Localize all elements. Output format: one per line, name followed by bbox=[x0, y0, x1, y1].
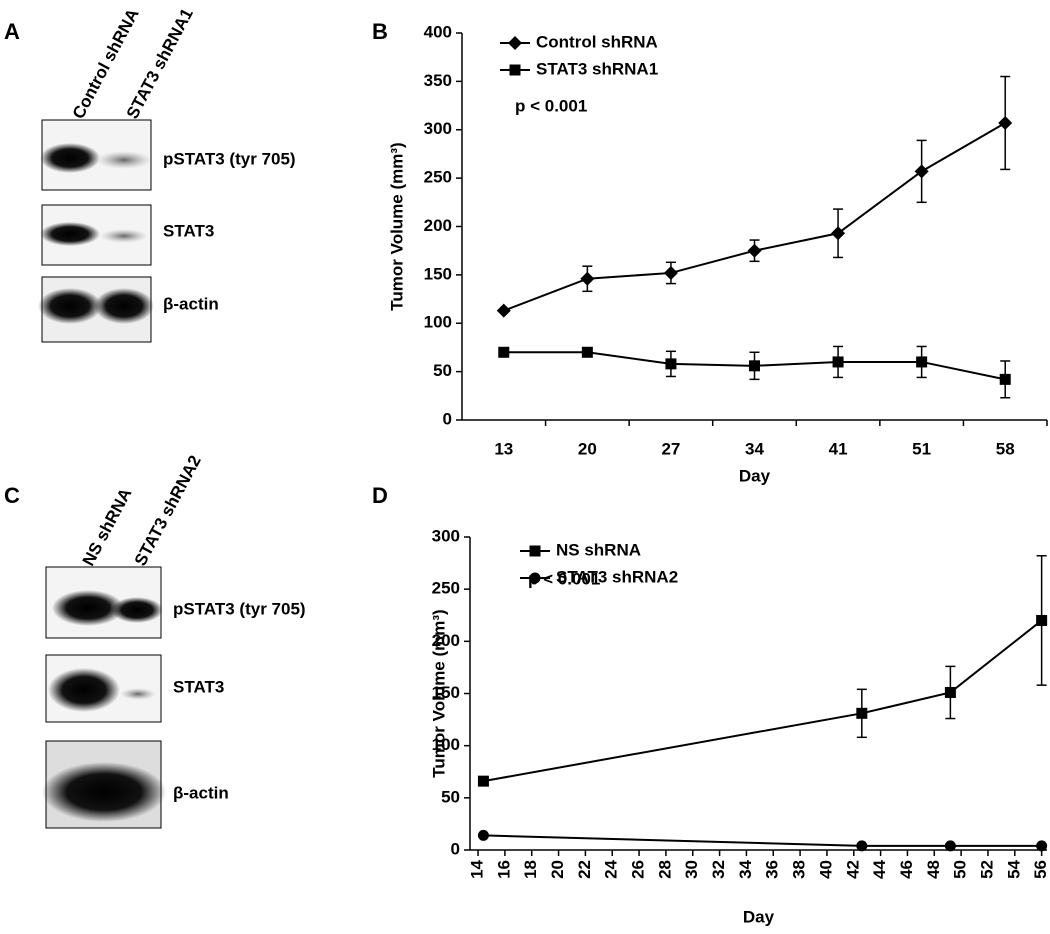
x-tick-label: 36 bbox=[763, 860, 782, 879]
panel-label: D bbox=[372, 483, 388, 508]
x-tick-label: 56 bbox=[1031, 860, 1050, 879]
marker bbox=[914, 164, 929, 179]
marker bbox=[581, 346, 593, 358]
marker bbox=[856, 840, 868, 852]
x-tick-label: 20 bbox=[548, 860, 567, 879]
x-tick-label: 51 bbox=[912, 439, 931, 458]
marker bbox=[832, 356, 844, 368]
marker bbox=[477, 775, 489, 787]
legend-label: STAT3 shRNA1 bbox=[536, 59, 658, 78]
band-label: STAT3 bbox=[163, 221, 214, 240]
marker bbox=[508, 36, 522, 50]
x-tick-label: 52 bbox=[977, 860, 996, 879]
y-tick-label: 0 bbox=[443, 409, 452, 428]
marker bbox=[831, 226, 846, 241]
x-tick-label: 18 bbox=[521, 860, 540, 879]
x-tick-label: 58 bbox=[996, 439, 1015, 458]
x-tick-label: 40 bbox=[816, 860, 835, 879]
y-tick-label: 250 bbox=[432, 579, 460, 598]
x-tick-label: 50 bbox=[951, 860, 970, 879]
marker bbox=[496, 303, 511, 318]
x-tick-label: 38 bbox=[790, 860, 809, 879]
marker bbox=[1036, 614, 1048, 626]
marker bbox=[749, 360, 760, 372]
y-tick-label: 200 bbox=[432, 631, 460, 650]
marker bbox=[663, 265, 678, 280]
marker bbox=[747, 243, 762, 258]
marker bbox=[498, 346, 510, 358]
y-tick-label: 100 bbox=[424, 313, 452, 332]
x-tick-label: 48 bbox=[924, 860, 943, 879]
band-label: pSTAT3 (tyr 705) bbox=[173, 599, 306, 618]
marker bbox=[580, 271, 595, 286]
y-tick-label: 0 bbox=[451, 839, 460, 858]
marker bbox=[998, 115, 1013, 130]
marker bbox=[944, 840, 956, 852]
x-tick-label: 24 bbox=[602, 859, 621, 878]
y-axis-label: Tumor Volume (mm³) bbox=[387, 142, 406, 310]
panel-label: A bbox=[4, 19, 20, 44]
x-tick-label: 13 bbox=[494, 439, 513, 458]
marker bbox=[1036, 840, 1048, 852]
marker bbox=[477, 829, 489, 841]
x-tick-label: 16 bbox=[494, 860, 513, 879]
annotation: p < 0.001 bbox=[528, 569, 600, 588]
band-label: pSTAT3 (tyr 705) bbox=[163, 149, 296, 168]
x-tick-label: 14 bbox=[468, 859, 487, 878]
legend-label: Control shRNA bbox=[536, 32, 658, 51]
y-tick-label: 400 bbox=[424, 22, 452, 41]
legend-label: STAT3 shRNA2 bbox=[556, 567, 678, 586]
blot bbox=[38, 119, 154, 343]
panel-label: B bbox=[372, 19, 388, 44]
marker bbox=[529, 545, 541, 557]
x-tick-label: 44 bbox=[870, 859, 889, 878]
y-axis-label: Tumor Volume (mm³) bbox=[429, 609, 448, 777]
marker bbox=[944, 686, 956, 698]
y-tick-label: 200 bbox=[424, 216, 452, 235]
x-tick-label: 26 bbox=[629, 860, 648, 879]
y-tick-label: 50 bbox=[433, 361, 452, 380]
series-line bbox=[483, 834, 1042, 847]
series-line bbox=[483, 619, 1043, 783]
y-tick-label: 150 bbox=[432, 683, 460, 702]
marker bbox=[916, 356, 928, 368]
y-tick-label: 50 bbox=[441, 787, 460, 806]
annotation: p < 0.001 bbox=[515, 96, 587, 115]
marker bbox=[999, 373, 1011, 385]
y-tick-label: 300 bbox=[424, 119, 452, 138]
blot bbox=[42, 566, 166, 829]
series-line bbox=[503, 122, 1006, 312]
lane-label: STAT3 shRNA2 bbox=[131, 452, 205, 569]
x-axis-label: Day bbox=[739, 466, 771, 485]
x-tick-label: 41 bbox=[829, 439, 848, 458]
x-axis-label: Day bbox=[743, 907, 775, 926]
band-label: β-actin bbox=[163, 294, 219, 313]
x-tick-label: 32 bbox=[709, 860, 728, 879]
x-tick-label: 46 bbox=[897, 860, 916, 879]
x-tick-label: 27 bbox=[661, 439, 680, 458]
y-tick-label: 100 bbox=[432, 735, 460, 754]
y-tick-label: 250 bbox=[424, 168, 452, 187]
legend-label: NS shRNA bbox=[556, 540, 641, 559]
y-tick-label: 300 bbox=[432, 526, 460, 545]
band-label: β-actin bbox=[173, 783, 229, 802]
marker bbox=[509, 64, 521, 76]
lane-label: NS shRNA bbox=[79, 485, 136, 569]
x-tick-label: 20 bbox=[578, 439, 597, 458]
x-tick-label: 54 bbox=[1004, 859, 1023, 878]
panel-label: C bbox=[4, 483, 20, 508]
x-tick-label: 28 bbox=[655, 860, 674, 879]
x-tick-label: 34 bbox=[736, 859, 755, 878]
y-tick-label: 350 bbox=[424, 71, 452, 90]
x-tick-label: 42 bbox=[843, 860, 862, 879]
marker bbox=[529, 572, 541, 584]
marker bbox=[665, 358, 677, 370]
x-tick-label: 30 bbox=[682, 860, 701, 879]
marker bbox=[856, 707, 868, 719]
x-tick-label: 34 bbox=[745, 439, 764, 458]
y-tick-label: 150 bbox=[424, 264, 452, 283]
x-tick-label: 22 bbox=[575, 860, 594, 879]
band-label: STAT3 bbox=[173, 677, 224, 696]
